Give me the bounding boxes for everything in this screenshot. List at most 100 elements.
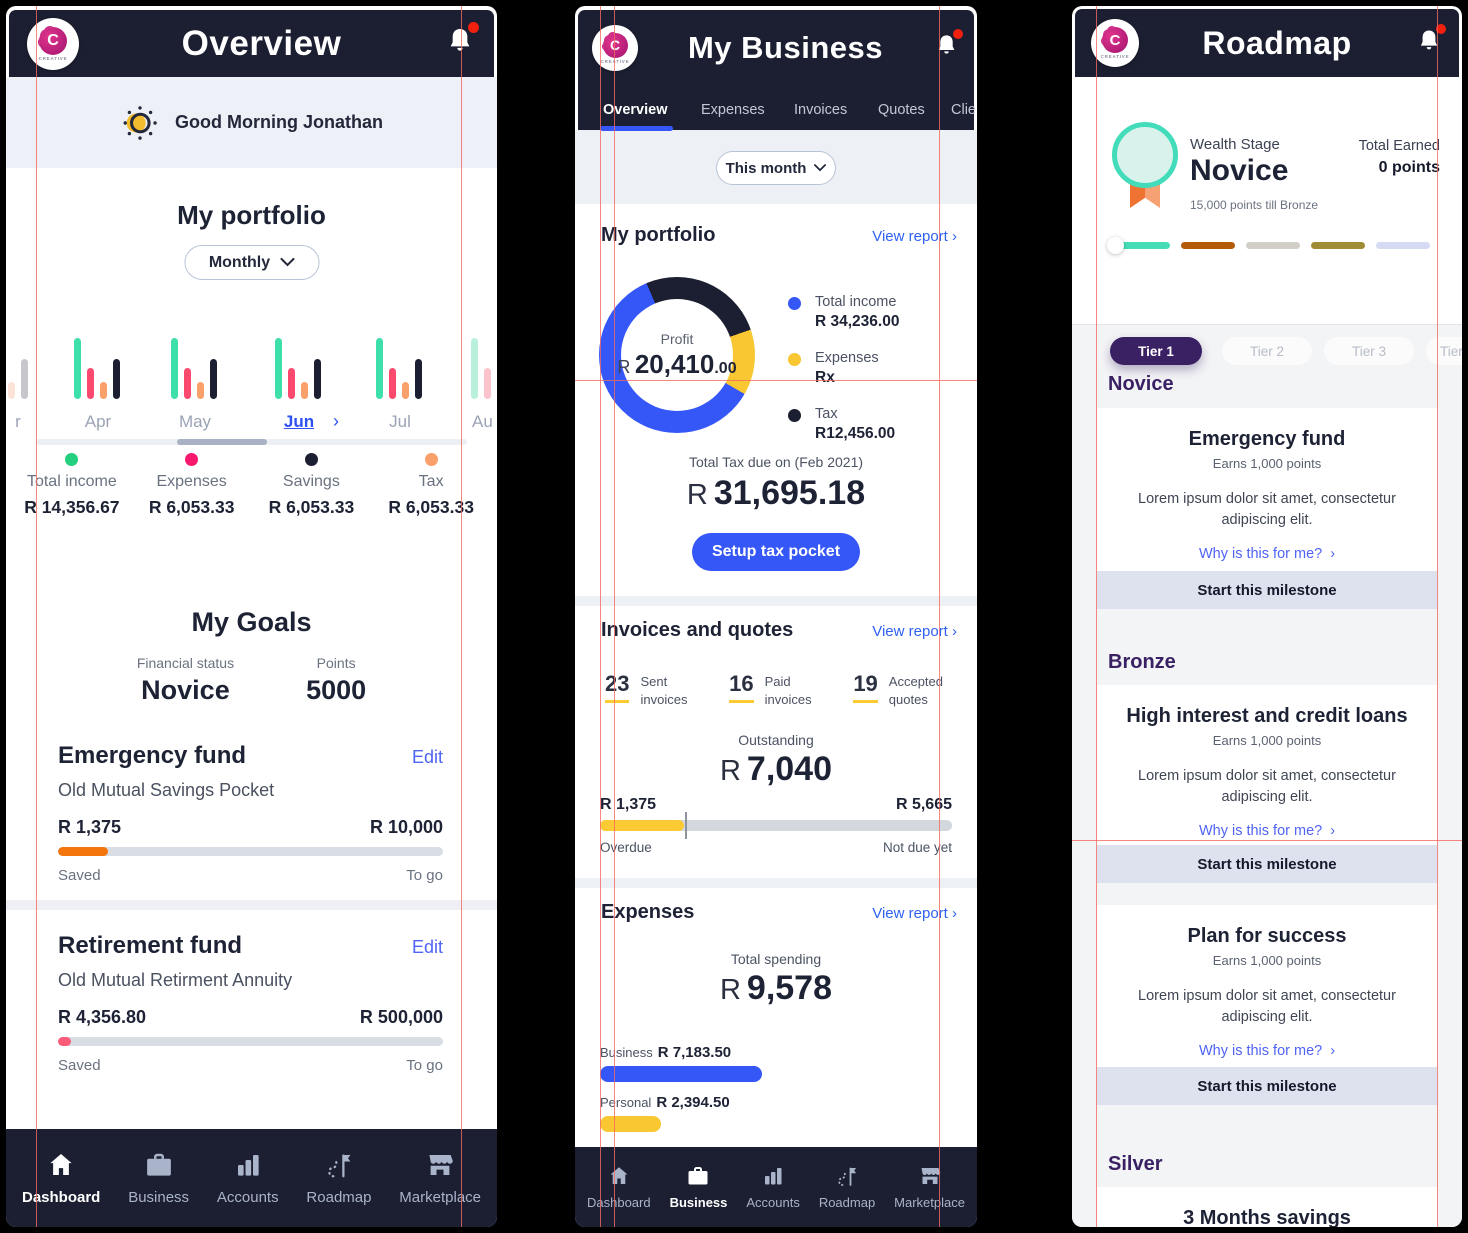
- view-report-link[interactable]: View report ›: [872, 905, 957, 922]
- nav-label: Accounts: [216, 1189, 279, 1206]
- financial-status-label: Financial status: [136, 655, 235, 671]
- logo-brand-text: CREATIVE: [1100, 54, 1130, 59]
- invoices-heading-row: Invoices and quotes View report ›: [601, 619, 957, 642]
- donut-center-value: R 20,410.00: [617, 348, 737, 379]
- legend-dot-savings: [304, 453, 318, 466]
- segment-silver: [1246, 242, 1300, 249]
- design-guide-line: [461, 6, 462, 1227]
- bar-group-apr: [74, 338, 120, 399]
- tab-invoices[interactable]: Invoices: [794, 102, 848, 118]
- nav-item-accounts[interactable]: Accounts: [746, 1164, 800, 1210]
- tier-tab-3[interactable]: Tier 3: [1324, 337, 1414, 365]
- chevron-right-icon[interactable]: ›: [333, 411, 339, 431]
- goals-section-title: My Goals: [191, 607, 312, 637]
- invoice-stats-row: 23 Sent invoices 16 Paid invoices 19 Accep…: [605, 671, 943, 708]
- total-earned-label: Total Earned: [1358, 138, 1440, 154]
- roadmap-icon: [838, 1167, 857, 1186]
- nav-item-business[interactable]: Business: [128, 1150, 189, 1206]
- chart-scrollbar-thumb[interactable]: [177, 439, 267, 445]
- nav-item-business[interactable]: Business: [670, 1164, 727, 1210]
- period-selector[interactable]: This month: [716, 151, 836, 185]
- overdue-label: Overdue: [600, 840, 652, 855]
- donut-center-label: Profit: [660, 330, 694, 347]
- goal-saved-amount: R 4,356.80: [58, 1007, 147, 1027]
- goal-title: Emergency fund: [58, 742, 247, 769]
- stage-progress-segments: [1107, 237, 1430, 254]
- why-link[interactable]: Why is this for me? ›: [1198, 1043, 1336, 1060]
- tab-quotes[interactable]: Quotes: [878, 102, 925, 118]
- nav-item-roadmap[interactable]: Roadmap: [306, 1150, 371, 1206]
- tab-expenses[interactable]: Expenses: [701, 102, 765, 118]
- business-bar-label: Business R 7,183.50: [600, 1044, 732, 1061]
- bar-group-jun: [275, 338, 321, 399]
- nav-item-accounts[interactable]: Accounts: [217, 1150, 279, 1206]
- section-divider: [6, 900, 497, 910]
- overdue-fill: [600, 820, 684, 831]
- design-guide-line: [1437, 6, 1438, 1227]
- expenses-heading-row: Expenses View report ›: [601, 901, 957, 924]
- legend-dot-tax: [424, 453, 438, 466]
- notifications-bell-icon[interactable]: [933, 29, 963, 64]
- setup-tax-pocket-button[interactable]: Setup tax pocket: [692, 533, 860, 571]
- view-report-link[interactable]: View report ›: [872, 228, 957, 245]
- tab-clients[interactable]: Clients: [951, 102, 977, 118]
- nav-label: Accounts: [746, 1195, 800, 1210]
- notifications-bell-icon[interactable]: [1415, 23, 1446, 60]
- view-report-link[interactable]: View report ›: [872, 623, 957, 640]
- nav-item-marketplace[interactable]: Marketplace: [399, 1150, 481, 1206]
- design-guide-line: [614, 6, 615, 1227]
- legend-item-expenses: Expenses R 6,053.33: [132, 453, 252, 518]
- sun-icon: [123, 105, 157, 140]
- month-label-may[interactable]: May: [178, 412, 212, 431]
- notifications-bell-icon[interactable]: [444, 22, 479, 62]
- month-label-apr[interactable]: Apr: [84, 412, 112, 431]
- app-logo: C CREATIVE: [1091, 19, 1139, 67]
- tier-tab-4[interactable]: Tier: [1426, 337, 1462, 365]
- nav-item-dashboard[interactable]: Dashboard: [22, 1150, 100, 1206]
- month-label-partial: Au: [472, 412, 493, 431]
- legend-dot-income: [788, 297, 801, 310]
- roadmap-icon: [328, 1154, 351, 1178]
- why-link[interactable]: Why is this for me? ›: [1198, 546, 1336, 563]
- month-label-partial: r: [15, 412, 21, 431]
- design-guide-line: [1072, 840, 1462, 841]
- nav-item-marketplace[interactable]: Marketplace: [894, 1164, 965, 1210]
- start-milestone-button[interactable]: Start this milestone: [1097, 1067, 1437, 1105]
- points-label: Points: [316, 655, 356, 671]
- bar-group-partial-left: [8, 359, 28, 399]
- personal-expense-bar: [600, 1116, 661, 1132]
- milestone-card-plan-for-success: Plan for success Earns 1,000 points Lore…: [1097, 905, 1437, 1105]
- section-divider: [575, 878, 977, 888]
- edit-goal-link[interactable]: Edit: [411, 937, 443, 957]
- stat-label: Paid invoices: [764, 674, 812, 707]
- why-link[interactable]: Why is this for me? ›: [1198, 823, 1336, 840]
- goal-subtitle: Old Mutual Savings Pocket: [58, 780, 275, 800]
- edit-goal-link[interactable]: Edit: [411, 747, 443, 767]
- overview-screen: C CREATIVE Overview Good Morning Jonatha…: [6, 6, 497, 1227]
- chart-legend: Total income R 14,356.67 Expenses R 6,05…: [12, 453, 491, 518]
- period-selector[interactable]: Monthly: [184, 245, 319, 280]
- start-milestone-button[interactable]: Start this milestone: [1097, 845, 1437, 883]
- points-till-next-stage: 15,000 points till Bronze: [1190, 198, 1319, 212]
- legend-value: R 6,053.33: [268, 497, 355, 517]
- wealth-stage-value: Novice: [1190, 154, 1289, 187]
- month-axis: r Apr May Jun › Jul Au: [6, 411, 497, 434]
- active-tab-underline: [600, 126, 673, 131]
- chevron-right-icon: ›: [952, 228, 957, 245]
- design-guide-line: [1096, 6, 1097, 1227]
- design-guide-line: [600, 6, 601, 1227]
- tab-overview[interactable]: Overview: [603, 102, 668, 118]
- tier-tab-2[interactable]: Tier 2: [1222, 337, 1312, 365]
- segment-gold: [1311, 242, 1365, 249]
- legend-dot-expenses: [185, 453, 199, 466]
- tier-tab-1[interactable]: Tier 1: [1110, 337, 1202, 365]
- month-label-jul[interactable]: Jul: [389, 412, 411, 431]
- overdue-amount: R 1,375: [600, 796, 657, 813]
- nav-item-roadmap[interactable]: Roadmap: [819, 1164, 875, 1210]
- points-value: 5000: [306, 675, 367, 705]
- bar-chart-icon: [237, 1155, 259, 1176]
- legend-value: R 6,053.33: [388, 497, 474, 517]
- month-label-jun-active[interactable]: Jun: [283, 412, 315, 431]
- start-milestone-button[interactable]: Start this milestone: [1097, 571, 1437, 609]
- nav-item-dashboard[interactable]: Dashboard: [587, 1164, 651, 1210]
